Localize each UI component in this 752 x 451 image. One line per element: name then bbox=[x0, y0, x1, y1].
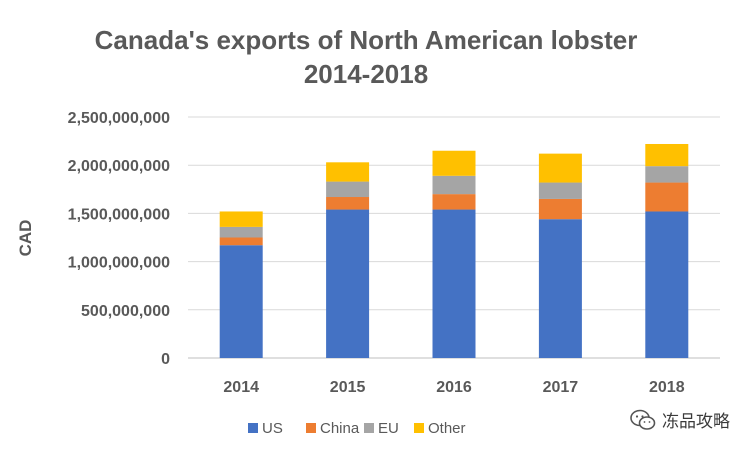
bar-eu-2015 bbox=[326, 181, 370, 198]
watermark-text: 冻品攻略 bbox=[662, 412, 730, 432]
x-tick-label: 2018 bbox=[649, 379, 685, 396]
bar-us-2018 bbox=[645, 211, 689, 358]
bar-eu-2018 bbox=[645, 166, 689, 183]
bar-eu-2016 bbox=[432, 175, 476, 195]
y-tick-label: 2,500,000,000 bbox=[68, 110, 170, 127]
y-tick-label: 2,000,000,000 bbox=[68, 158, 170, 175]
bar-eu-2017 bbox=[538, 182, 582, 199]
y-tick-label: 500,000,000 bbox=[81, 303, 170, 320]
legend-swatch-other bbox=[414, 423, 424, 433]
x-tick-label: 2017 bbox=[543, 379, 579, 396]
legend-swatch-eu bbox=[364, 423, 374, 433]
bar-china-2018 bbox=[645, 182, 689, 212]
bar-other-2015 bbox=[326, 162, 370, 182]
legend-label-china: China bbox=[320, 420, 360, 437]
legend-swatch-china bbox=[306, 423, 316, 433]
y-tick-label: 1,000,000,000 bbox=[68, 255, 170, 272]
bar-china-2014 bbox=[219, 237, 263, 246]
chart-title-line: 2014-2018 bbox=[304, 59, 428, 89]
chart-title-line: Canada's exports of North American lobst… bbox=[95, 25, 638, 55]
bar-other-2017 bbox=[538, 153, 582, 183]
y-axis-label: CAD bbox=[16, 220, 35, 257]
bar-other-2016 bbox=[432, 150, 476, 176]
bar-us-2017 bbox=[538, 219, 582, 358]
bar-us-2016 bbox=[432, 209, 476, 358]
bar-other-2014 bbox=[219, 211, 263, 227]
bar-us-2015 bbox=[326, 209, 370, 358]
legend-label-other: Other bbox=[428, 420, 466, 437]
bar-other-2018 bbox=[645, 143, 689, 167]
x-tick-label: 2016 bbox=[436, 379, 472, 396]
y-tick-label: 0 bbox=[161, 351, 170, 368]
wechat-icon bbox=[630, 409, 656, 430]
watermark: 冻品攻略 bbox=[630, 407, 730, 432]
bar-us-2014 bbox=[219, 245, 263, 358]
bar-china-2015 bbox=[326, 197, 370, 210]
bar-china-2016 bbox=[432, 194, 476, 210]
x-tick-label: 2015 bbox=[330, 379, 366, 396]
legend-swatch-us bbox=[248, 423, 258, 433]
legend-label-eu: EU bbox=[378, 420, 399, 437]
bar-china-2017 bbox=[538, 198, 582, 220]
y-tick-label: 1,500,000,000 bbox=[68, 206, 170, 223]
legend-label-us: US bbox=[262, 420, 283, 437]
x-tick-label: 2014 bbox=[223, 379, 259, 396]
bar-eu-2014 bbox=[219, 226, 263, 238]
